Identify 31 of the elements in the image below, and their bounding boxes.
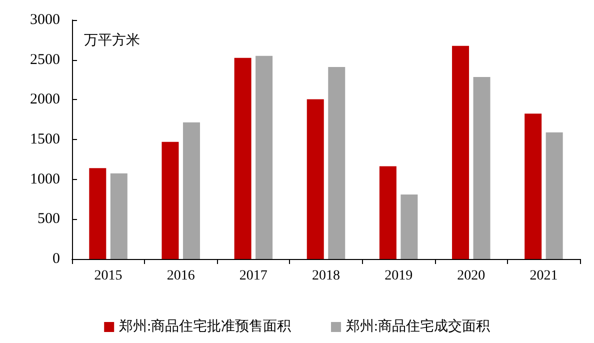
- bar: [452, 46, 470, 259]
- bar: [256, 56, 273, 259]
- y-tick-label: 2000: [30, 92, 60, 108]
- x-tick-label: 2015: [94, 268, 122, 284]
- x-tick-label: 2018: [312, 268, 340, 284]
- bar: [182, 122, 200, 259]
- y-tick-label: 1000: [30, 171, 60, 188]
- x-tick-label: 2019: [384, 268, 413, 284]
- bar: [473, 76, 490, 259]
- bar: [524, 114, 542, 259]
- y-tick-label: 500: [38, 211, 60, 228]
- legend-label: 郑州:商品住宅成交面积: [346, 318, 490, 334]
- bar: [110, 173, 128, 259]
- x-tick-label: 2017: [239, 268, 268, 284]
- y-axis-title: 万平方米: [84, 32, 140, 48]
- y-tick-label: 1500: [30, 132, 60, 148]
- x-tick-label: 2021: [530, 268, 558, 284]
- legend-label: 郑州:商品住宅批准预售面积: [119, 318, 291, 334]
- bar: [89, 168, 106, 259]
- y-tick-label: 3000: [30, 12, 60, 28]
- y-tick-label: 2500: [30, 52, 60, 68]
- bar: [400, 194, 418, 259]
- bar: [306, 99, 324, 259]
- x-tick-label: 2016: [166, 268, 195, 284]
- bar: [328, 67, 346, 259]
- bar: [162, 142, 179, 259]
- bar: [379, 166, 396, 259]
- bar: [546, 132, 563, 259]
- bar: [234, 58, 252, 259]
- y-tick-label: 0: [52, 251, 60, 267]
- x-tick-label: 2020: [457, 268, 486, 284]
